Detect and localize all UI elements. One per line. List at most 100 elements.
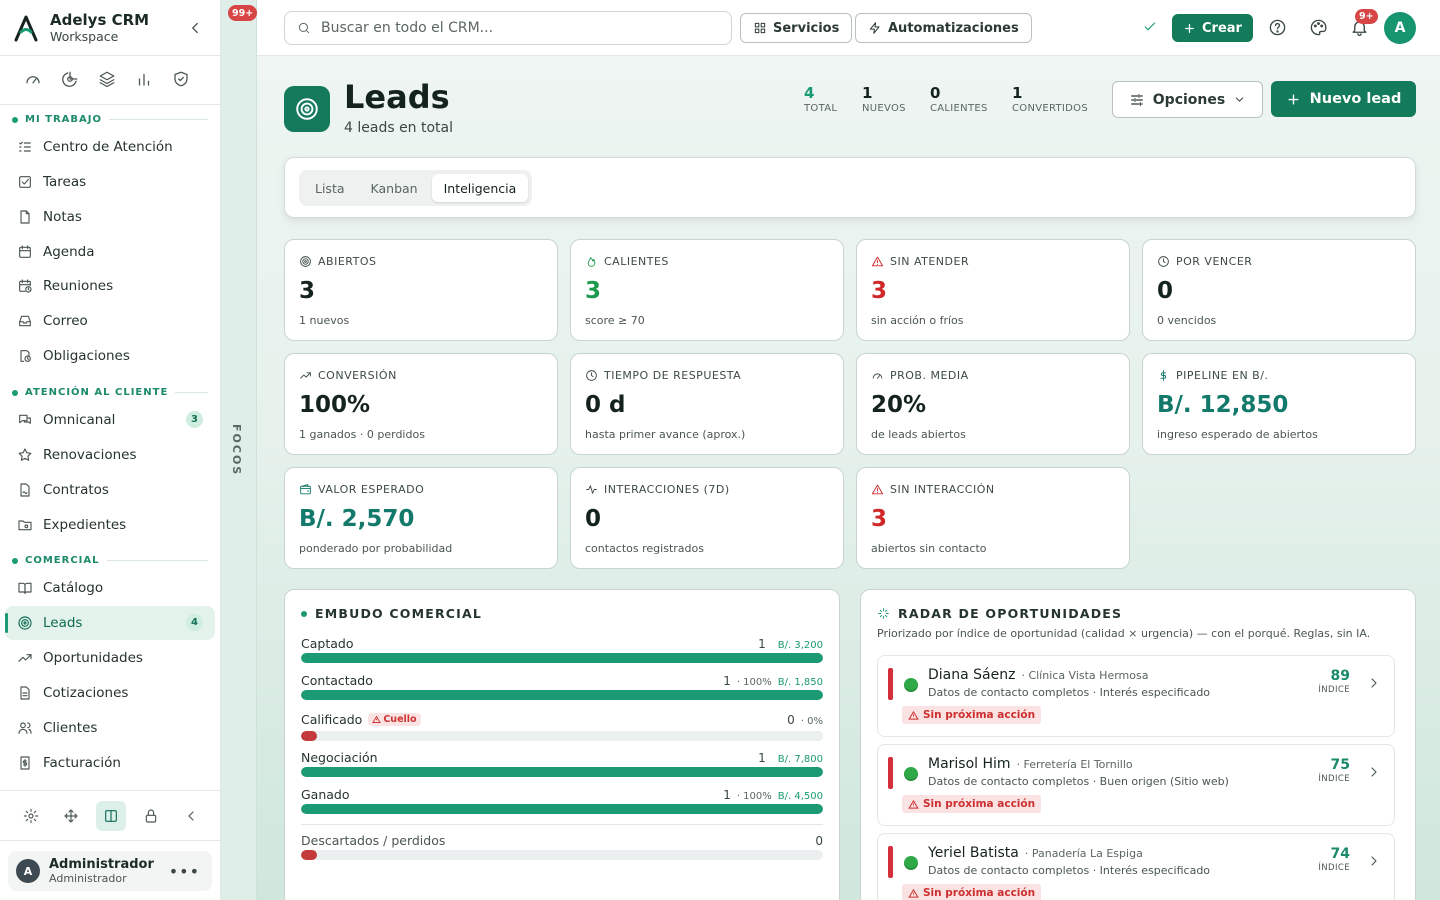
inbox-icon bbox=[19, 315, 31, 327]
brand-subtitle: Workspace bbox=[50, 28, 119, 44]
brand[interactable]: Adelys CRM Workspace bbox=[12, 8, 149, 48]
opciones-button[interactable]: Opciones bbox=[1112, 81, 1263, 118]
check-icon bbox=[1144, 22, 1156, 31]
radar-title: RADAR DE OPORTUNIDADES bbox=[877, 606, 1122, 621]
book-icon bbox=[18, 582, 32, 594]
alert-icon bbox=[871, 256, 884, 266]
status-dot-icon bbox=[904, 767, 918, 781]
logo-icon bbox=[14, 15, 38, 42]
search-icon bbox=[298, 22, 310, 34]
clock-icon bbox=[586, 369, 597, 381]
sidebar-item-renovaciones[interactable]: Renovaciones bbox=[5, 438, 215, 472]
note-icon bbox=[20, 210, 30, 224]
gear-icon bbox=[23, 808, 39, 824]
automatizaciones-button[interactable]: Automatizaciones bbox=[855, 13, 1032, 43]
palette-icon bbox=[1310, 19, 1327, 36]
list-item[interactable]: Yeriel Batista · Panadería La Espiga Dato… bbox=[877, 833, 1395, 900]
collapse-sidebar-button[interactable] bbox=[176, 801, 206, 831]
status-badge: Sin próxima acción bbox=[902, 706, 1042, 724]
sidebar-item-notas[interactable]: Notas bbox=[5, 200, 215, 234]
sidebar-item-agenda[interactable]: Agenda bbox=[5, 235, 215, 269]
layers-icon[interactable] bbox=[98, 70, 116, 88]
pie-chart-icon[interactable] bbox=[61, 70, 79, 88]
kpi-valor-esperado: VALOR ESPERADO B/. 2,570 ponderado por pro… bbox=[284, 467, 558, 569]
sidebar-item-leads[interactable]: Leads 4 bbox=[5, 606, 215, 640]
bar-chart-icon[interactable] bbox=[135, 70, 153, 88]
lock-button[interactable] bbox=[136, 801, 166, 831]
chevron-left-icon[interactable] bbox=[186, 19, 204, 37]
sidebar-item-obligaciones[interactable]: Obligaciones bbox=[5, 339, 215, 373]
sidebar-item-facturacion[interactable]: Facturación bbox=[5, 746, 215, 780]
focos-count-badge: 99+ bbox=[228, 5, 258, 21]
tab-inteligencia[interactable]: Inteligencia bbox=[431, 174, 529, 202]
sidebar-item-reuniones[interactable]: Reuniones bbox=[5, 269, 215, 303]
user-name: Administrador bbox=[49, 856, 154, 872]
kpi-por-vencer: POR VENCER 0 0 vencidos bbox=[1142, 239, 1416, 341]
checkbox-icon bbox=[19, 176, 31, 188]
chevron-left-icon bbox=[188, 811, 194, 821]
kpi-conversion: CONVERSIÓN 100% 1 ganados · 0 perdidos bbox=[284, 353, 558, 455]
sidebar-item-oportunidades[interactable]: Oportunidades bbox=[5, 641, 215, 675]
sidebar-item-contratos[interactable]: Contratos bbox=[5, 473, 215, 507]
user-menu[interactable]: A Administrador Administrador ••• bbox=[8, 851, 212, 891]
search-placeholder: Buscar en todo el CRM... bbox=[321, 20, 494, 36]
move-icon bbox=[64, 809, 78, 823]
stat-total: 4 TOTAL bbox=[804, 84, 838, 114]
settings-button[interactable] bbox=[16, 801, 46, 831]
calendar-icon bbox=[19, 245, 31, 258]
target-icon bbox=[284, 86, 330, 132]
view-tabs: Lista Kanban Inteligencia bbox=[299, 170, 533, 206]
focos-rail[interactable]: 99+ FOCOS bbox=[221, 0, 258, 900]
invoice-icon bbox=[20, 756, 30, 770]
tab-kanban[interactable]: Kanban bbox=[370, 180, 418, 196]
sidebar-item-expedientes[interactable]: Expedientes bbox=[5, 508, 215, 542]
brand-name: Adelys CRM bbox=[50, 10, 150, 29]
radar-subtitle: Priorizado por índice de oportunidad (ca… bbox=[877, 627, 1371, 640]
search-input[interactable]: Buscar en todo el CRM... bbox=[284, 11, 732, 45]
sidebar-item-catalogo[interactable]: Catálogo bbox=[5, 571, 215, 605]
kpi-prob-media: PROB. MEDIA 20% de leads abiertos bbox=[856, 353, 1130, 455]
kpi-calientes: CALIENTES 3 score ≥ 70 bbox=[570, 239, 844, 341]
kpi-tiempo-respuesta: TIEMPO DE RESPUESTA 0 d hasta primer avanc… bbox=[570, 353, 844, 455]
chevron-right-icon[interactable] bbox=[1366, 675, 1382, 691]
sidebar-item-centro-atencion[interactable]: Centro de Atención bbox=[5, 130, 215, 164]
stat-convertidos: 1 CONVERTIDOS bbox=[1012, 84, 1088, 114]
servicios-button[interactable]: Servicios bbox=[740, 13, 853, 43]
chevron-right-icon[interactable] bbox=[1366, 853, 1382, 869]
sidebar-item-tareas[interactable]: Tareas bbox=[5, 165, 215, 199]
list-check-icon bbox=[19, 141, 31, 152]
shield-icon[interactable] bbox=[172, 70, 190, 88]
sidebar-item-cotizaciones[interactable]: Cotizaciones bbox=[5, 676, 215, 710]
layout-button[interactable] bbox=[96, 801, 126, 831]
sparkle-icon bbox=[878, 608, 889, 619]
sidebar-item-omnicanal[interactable]: Omnicanal 3 bbox=[5, 403, 215, 437]
avatar[interactable]: A bbox=[1384, 12, 1416, 44]
list-item[interactable]: Marisol Him · Ferretería El Tornillo Dato… bbox=[877, 744, 1395, 826]
nuevo-lead-button[interactable]: Nuevo lead bbox=[1271, 81, 1416, 117]
omnicanal-badge: 3 bbox=[186, 411, 203, 428]
page-title: Leads bbox=[344, 78, 450, 116]
tab-lista[interactable]: Lista bbox=[315, 180, 345, 196]
alert-icon bbox=[871, 484, 884, 494]
embudo-title: EMBUDO COMERCIAL bbox=[301, 606, 482, 621]
star-icon bbox=[18, 448, 32, 461]
more-icon[interactable]: ••• bbox=[168, 862, 200, 881]
clock-doc-icon bbox=[20, 350, 31, 362]
sidebar-item-correo[interactable]: Correo bbox=[5, 304, 215, 338]
theme-button[interactable] bbox=[1309, 18, 1328, 37]
kpi-sin-atender: SIN ATENDER 3 sin acción o fríos bbox=[856, 239, 1130, 341]
status-dot-icon bbox=[904, 678, 918, 692]
status-badge: Sin próxima acción bbox=[902, 884, 1042, 900]
list-item[interactable]: Diana Sáenz · Clínica Vista Hermosa Datos… bbox=[877, 655, 1395, 737]
stat-nuevos: 1 NUEVOS bbox=[862, 84, 906, 114]
gauge-icon[interactable] bbox=[24, 70, 42, 88]
section-mi-trabajo: MI TRABAJO bbox=[12, 114, 208, 125]
crear-button[interactable]: Crear bbox=[1172, 14, 1253, 42]
topbar: Buscar en todo el CRM... Servicios Autom… bbox=[257, 0, 1440, 56]
sidebar-item-clientes[interactable]: Clientes bbox=[5, 711, 215, 745]
move-button[interactable] bbox=[56, 801, 86, 831]
kpi-interacciones: INTERACCIONES (7D) 0 contactos registrados bbox=[570, 467, 844, 569]
chevron-right-icon[interactable] bbox=[1366, 764, 1382, 780]
help-button[interactable] bbox=[1268, 18, 1287, 37]
